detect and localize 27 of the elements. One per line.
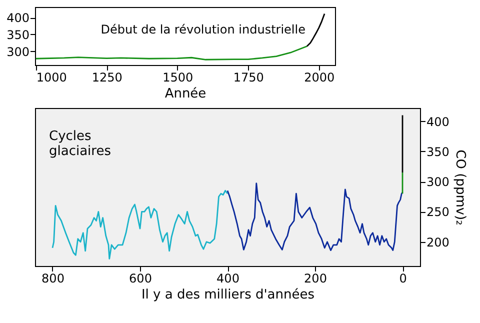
x-tick-label: 1750 — [233, 70, 264, 84]
y-tick-label: 350 — [426, 144, 450, 159]
x-tick-label: 1250 — [92, 70, 122, 84]
y-tick-label: 300 — [6, 44, 30, 59]
line-series — [35, 46, 308, 60]
x-axis-title: Année — [164, 86, 206, 102]
y-tick-label: 350 — [6, 28, 30, 42]
y-tick-label: 400 — [6, 11, 30, 26]
annotation: Cycles glaciaires — [49, 129, 112, 159]
y-tick-label: 400 — [426, 114, 450, 129]
x-tick-label: 2000 — [304, 70, 335, 84]
x-tick-label: 800 — [42, 272, 64, 286]
y-tick-label: 300 — [426, 175, 450, 190]
x-tick-label: 1500 — [162, 70, 194, 84]
line-series — [52, 190, 228, 260]
x-tick-label: 0 — [399, 272, 407, 286]
x-tick-label: 1000 — [36, 70, 67, 84]
x-tick-label: 400 — [216, 272, 240, 286]
x-axis-title: Il y a des milliers d'années — [141, 288, 315, 302]
x-tick-label: 600 — [129, 272, 152, 286]
annotation: Début de la révolution industrielle — [100, 22, 306, 36]
line-series — [306, 13, 326, 47]
y-axis-title: CO (ppmv)₂ — [452, 150, 468, 226]
y-tick-label: 200 — [426, 235, 450, 250]
line-series — [226, 182, 404, 252]
x-tick-label: 200 — [304, 272, 327, 286]
y-tick-label: 250 — [426, 205, 450, 220]
